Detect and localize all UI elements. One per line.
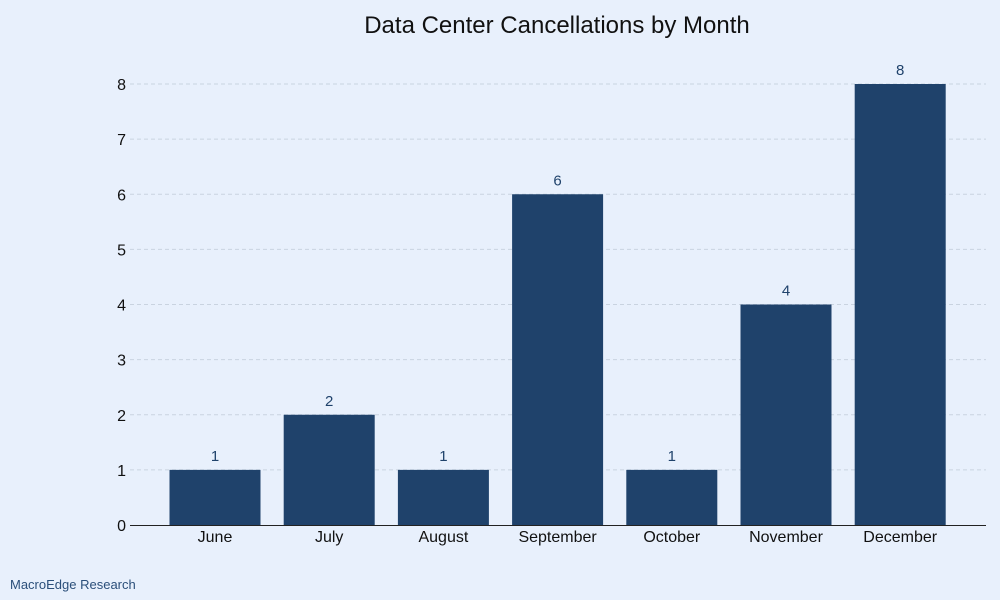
x-tick-label-november: November (749, 529, 823, 546)
x-tick-label-december: December (863, 529, 937, 546)
data-label-june: 1 (211, 448, 219, 465)
y-tick-label: 7 (117, 132, 126, 149)
data-label-october: 1 (668, 448, 676, 465)
y-tick-label: 5 (117, 242, 126, 259)
bars (169, 84, 946, 525)
x-tick-label-june: June (198, 529, 233, 546)
bar-december (854, 84, 946, 525)
y-axis-ticks: 0 1 2 3 4 5 6 7 8 (117, 77, 126, 535)
source-credit: MacroEdge Research (10, 577, 136, 592)
data-labels: 1 2 1 6 1 4 8 (211, 62, 905, 465)
y-tick-label: 8 (117, 77, 126, 94)
data-label-august: 1 (439, 448, 447, 465)
x-tick-label-july: July (315, 529, 343, 546)
bar-september (512, 194, 604, 525)
y-tick-label: 2 (117, 408, 126, 425)
x-tick-label-september: September (518, 529, 597, 546)
bar-august (397, 469, 489, 525)
data-label-july: 2 (325, 393, 333, 410)
y-tick-label: 6 (117, 187, 126, 204)
bar-october (626, 469, 718, 525)
x-axis-ticks: June July August September October November De… (198, 529, 938, 546)
x-tick-label-august: August (418, 529, 468, 546)
data-label-december: 8 (896, 62, 904, 79)
bar-july (283, 414, 375, 525)
data-label-november: 4 (782, 283, 790, 300)
x-tick-label-october: October (643, 529, 701, 546)
y-tick-label: 4 (117, 298, 126, 315)
bar-june (169, 469, 261, 525)
data-label-september: 6 (553, 172, 561, 189)
y-tick-label: 1 (117, 463, 126, 480)
y-tick-label: 3 (117, 353, 126, 370)
bar-november (740, 304, 832, 525)
chart-title: Data Center Cancellations by Month (364, 12, 750, 39)
y-tick-label: 0 (117, 518, 126, 535)
